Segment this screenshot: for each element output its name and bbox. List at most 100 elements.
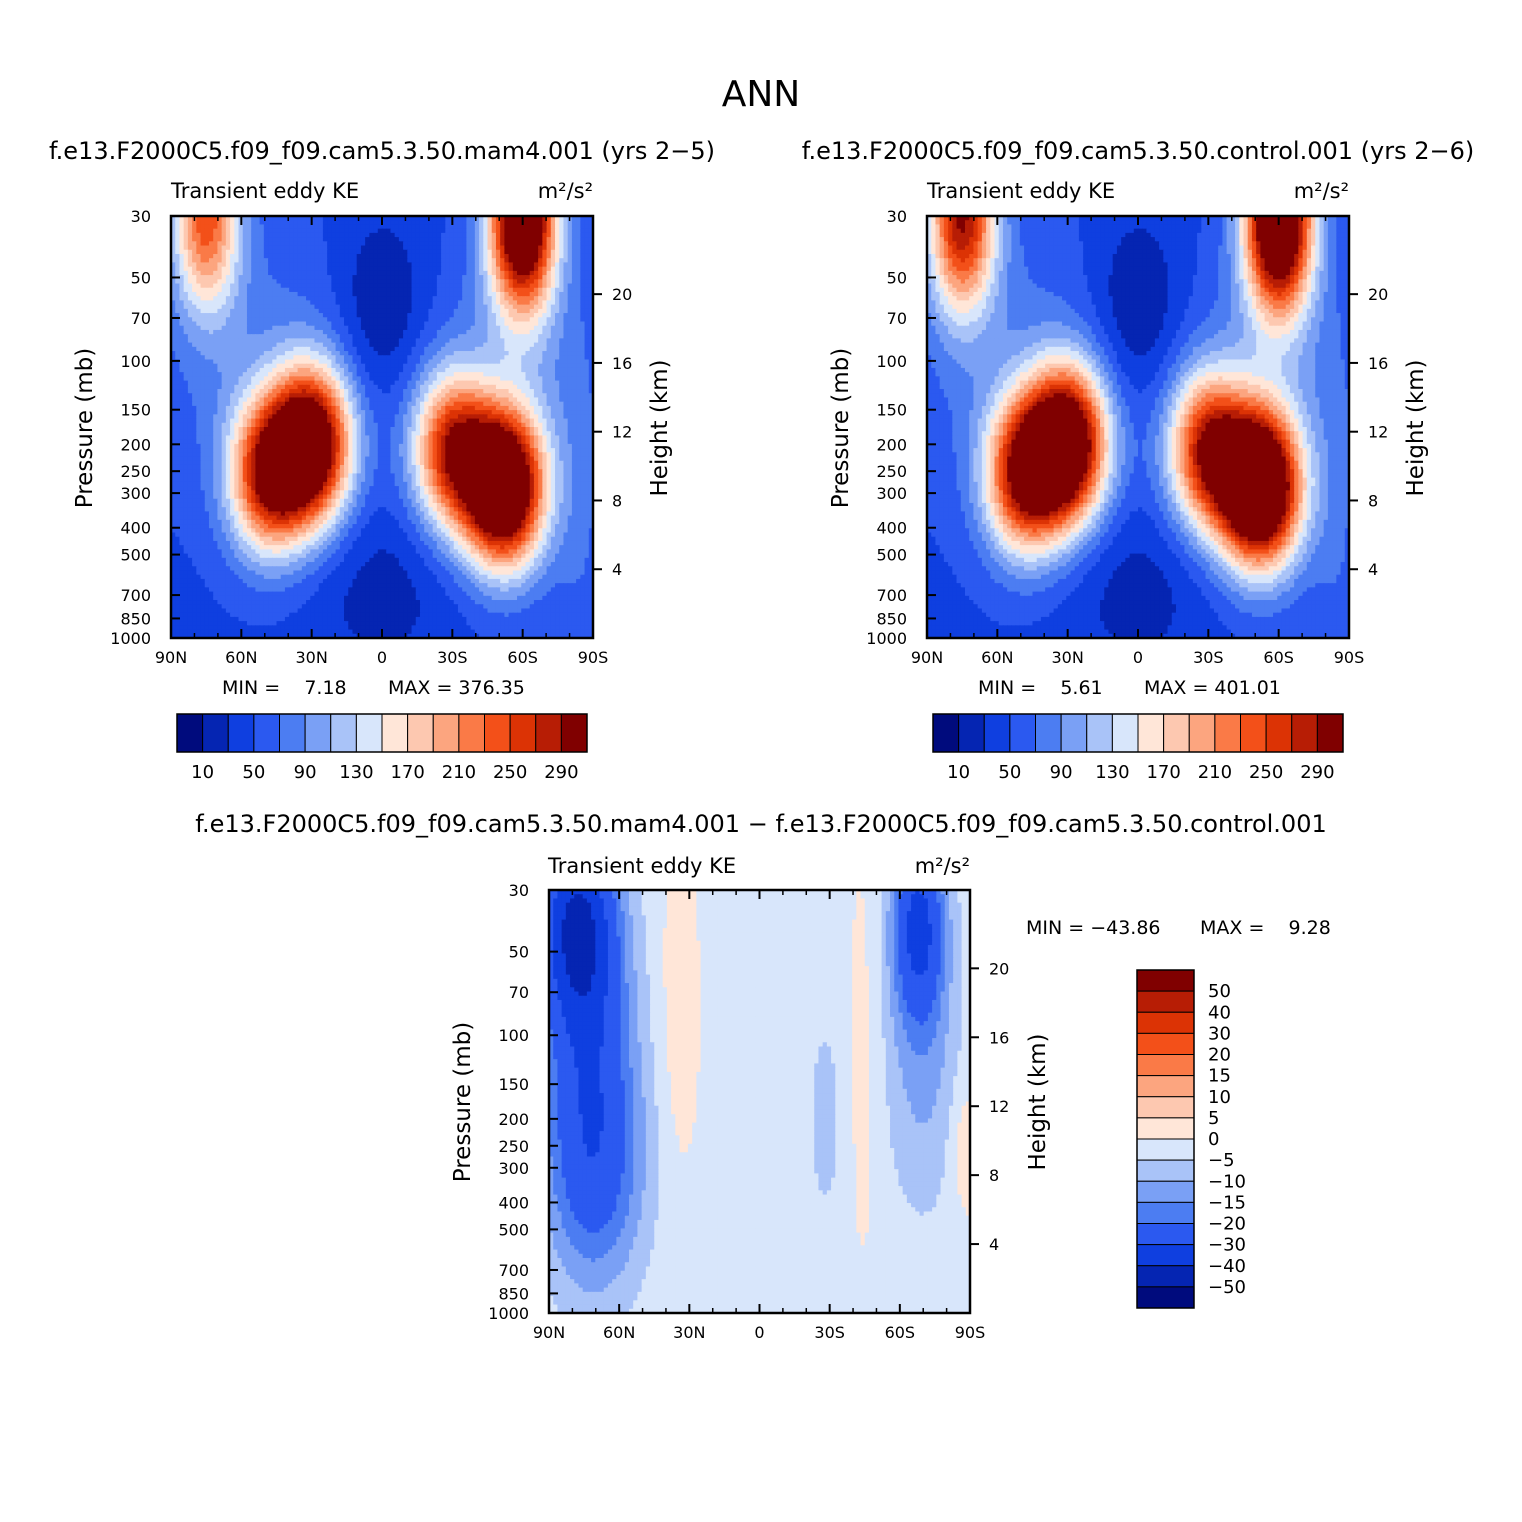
field-cell — [268, 250, 273, 255]
field-cell — [201, 250, 206, 255]
field-cell — [340, 229, 345, 234]
field-cell — [466, 246, 471, 251]
field-cell — [357, 326, 362, 331]
field-cell — [504, 322, 509, 327]
field-cell — [239, 250, 244, 255]
field-cell — [226, 334, 231, 339]
field-cell — [386, 419, 391, 424]
field-cell — [483, 279, 488, 284]
field-cell — [437, 402, 442, 407]
field-cell — [513, 334, 518, 339]
field-cell — [272, 262, 277, 267]
field-cell — [352, 347, 357, 352]
field-cell — [390, 393, 395, 398]
field-cell — [538, 284, 543, 289]
field-cell — [462, 381, 467, 386]
field-cell — [492, 326, 497, 331]
field-cell — [399, 262, 404, 267]
field-cell — [243, 279, 248, 284]
field-cell — [323, 385, 328, 390]
field-cell — [340, 376, 345, 381]
field-cell — [365, 330, 370, 335]
field-cell — [509, 296, 514, 301]
field-cell — [365, 220, 370, 225]
field-cell — [289, 262, 294, 267]
field-cell — [293, 250, 298, 255]
field-cell — [196, 397, 201, 402]
field-cell — [239, 393, 244, 398]
field-cell — [471, 368, 476, 373]
field-cell — [585, 275, 590, 280]
field-cell — [323, 246, 328, 251]
field-cell — [433, 313, 438, 318]
field-cell — [551, 322, 556, 327]
field-cell — [243, 343, 248, 348]
field-cell — [188, 322, 193, 327]
field-cell — [226, 376, 231, 381]
field-cell — [374, 338, 379, 343]
field-cell — [260, 343, 265, 348]
field-cell — [420, 397, 425, 402]
field-cell — [175, 220, 180, 225]
field-cell — [357, 419, 362, 424]
field-cell — [179, 233, 184, 238]
field-cell — [492, 279, 497, 284]
field-cell — [319, 368, 324, 373]
field-cell — [374, 334, 379, 339]
field-cell — [424, 224, 429, 229]
field-cell — [530, 241, 535, 246]
field-cell — [475, 284, 480, 289]
field-cell — [504, 292, 509, 297]
field-cell — [289, 275, 294, 280]
field-cell — [217, 233, 222, 238]
field-cell — [530, 309, 535, 314]
field-cell — [534, 338, 539, 343]
field-cell — [331, 229, 336, 234]
field-cell — [395, 305, 400, 310]
field-cell — [572, 326, 577, 331]
field-cell — [184, 334, 189, 339]
field-cell — [196, 296, 201, 301]
field-cell — [534, 300, 539, 305]
field-cell — [234, 347, 239, 352]
field-cell — [196, 322, 201, 327]
field-cell — [209, 241, 214, 246]
field-cell — [538, 296, 543, 301]
field-cell — [521, 402, 526, 407]
field-cell — [344, 423, 349, 428]
field-cell — [378, 406, 383, 411]
field-cell — [407, 423, 412, 428]
field-cell — [213, 423, 218, 428]
field-cell — [475, 305, 480, 310]
field-cell — [281, 246, 286, 251]
field-cell — [517, 229, 522, 234]
field-cell — [352, 262, 357, 267]
field-cell — [268, 326, 273, 331]
field-cell — [268, 246, 273, 251]
field-cell — [513, 258, 518, 263]
field-cell — [403, 241, 408, 246]
field-cell — [348, 284, 353, 289]
field-cell — [314, 292, 319, 297]
field-cell — [344, 262, 349, 267]
field-cell — [500, 410, 505, 415]
field-cell — [424, 254, 429, 259]
field-cell — [205, 381, 210, 386]
field-cell — [525, 385, 530, 390]
field-cell — [390, 334, 395, 339]
field-cell — [517, 262, 522, 267]
field-cell — [576, 338, 581, 343]
field-cell — [412, 372, 417, 377]
field-cell — [285, 237, 290, 242]
field-cell — [209, 376, 214, 381]
field-cell — [255, 288, 260, 293]
field-cell — [454, 414, 459, 419]
field-cell — [369, 410, 374, 415]
field-cell — [217, 279, 222, 284]
field-cell — [509, 368, 514, 373]
field-cell — [201, 355, 206, 360]
field-cell — [488, 296, 493, 301]
field-cell — [319, 376, 324, 381]
field-cell — [437, 309, 442, 314]
field-cell — [403, 385, 408, 390]
